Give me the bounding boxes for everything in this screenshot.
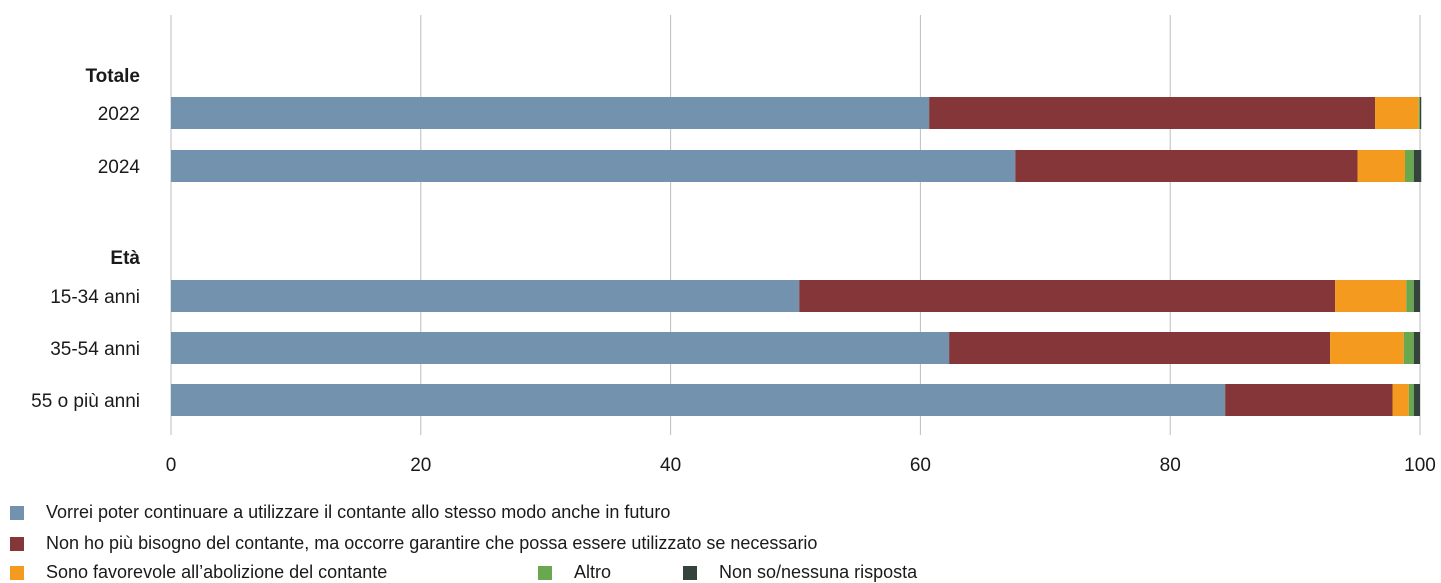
- bar-segment: [1375, 97, 1419, 129]
- stacked-bar-chart: Totale Età 2022 2024 15-34 anni 35-54 anni 55 …: [31, 15, 1436, 476]
- legend-swatch: [10, 536, 24, 551]
- x-tick-label: 0: [166, 455, 177, 476]
- gridlines: [170, 15, 1421, 435]
- bar-segment: [1408, 384, 1414, 416]
- group-heading: Totale: [85, 66, 140, 87]
- bar-segment: [171, 280, 800, 312]
- bar-segment: [1015, 150, 1358, 182]
- legend-label: Non so/nessuna risposta: [719, 562, 918, 582]
- bar-segment: [1330, 332, 1404, 364]
- category-label: 55 o più anni: [31, 391, 140, 412]
- legend-item-non-so: Non so/nessuna risposta: [683, 562, 917, 583]
- bar-segment: [171, 150, 1016, 182]
- category-labels: Totale Età 2022 2024 15-34 anni 35-54 anni 55 …: [31, 66, 140, 412]
- x-tick-label: 100: [1404, 455, 1436, 476]
- bar-segment: [171, 332, 950, 364]
- category-label: 15-34 anni: [50, 287, 140, 308]
- bar-segment: [929, 97, 1376, 129]
- bar-segment: [1413, 280, 1420, 312]
- category-label: 2024: [98, 157, 141, 178]
- bar-segment: [1413, 332, 1420, 364]
- legend-swatch: [10, 565, 24, 580]
- bar-segment: [1335, 280, 1407, 312]
- x-tick-label: 20: [410, 455, 431, 476]
- legend-label: Altro: [574, 562, 612, 582]
- bar-segment: [1420, 97, 1422, 129]
- bar-segment: [1225, 384, 1393, 416]
- bar-segment: [799, 280, 1336, 312]
- bar-segment: [1392, 384, 1409, 416]
- category-label: 2022: [98, 104, 140, 125]
- x-tick-label: 80: [1160, 455, 1181, 476]
- bar-segment: [171, 97, 930, 129]
- group-heading: Età: [110, 248, 140, 269]
- bar-segment: [1403, 332, 1414, 364]
- bars: [171, 97, 1422, 416]
- bar-segment: [1413, 384, 1420, 416]
- bar-segment: [1413, 150, 1422, 182]
- legend-swatch: [683, 565, 697, 580]
- legend-swatch: [10, 505, 24, 520]
- bar-segment: [171, 384, 1226, 416]
- legend-item-favorevole: Sono favorevole all’abolizione del conta…: [10, 562, 387, 583]
- legend-item-vorrei: Vorrei poter continuare a utilizzare il …: [10, 502, 670, 523]
- legend-label: Non ho più bisogno del contante, ma occo…: [46, 533, 818, 553]
- bar-segment: [1418, 97, 1420, 129]
- x-axis-ticks: 0 20 40 60 80 100: [166, 455, 1436, 476]
- bar-segment: [1357, 150, 1406, 182]
- legend-label: Sono favorevole all’abolizione del conta…: [46, 562, 388, 582]
- legend-swatch: [538, 565, 552, 580]
- bar-segment: [949, 332, 1331, 364]
- x-tick-label: 40: [660, 455, 681, 476]
- legend-item-non-ho-bisogno: Non ho più bisogno del contante, ma occo…: [10, 533, 817, 554]
- category-label: 35-54 anni: [50, 339, 140, 360]
- bar-segment: [1405, 150, 1414, 182]
- bar-segment: [1406, 280, 1414, 312]
- legend-label: Vorrei poter continuare a utilizzare il …: [46, 502, 671, 522]
- legend-item-altro: Altro: [538, 562, 611, 583]
- x-tick-label: 60: [910, 455, 931, 476]
